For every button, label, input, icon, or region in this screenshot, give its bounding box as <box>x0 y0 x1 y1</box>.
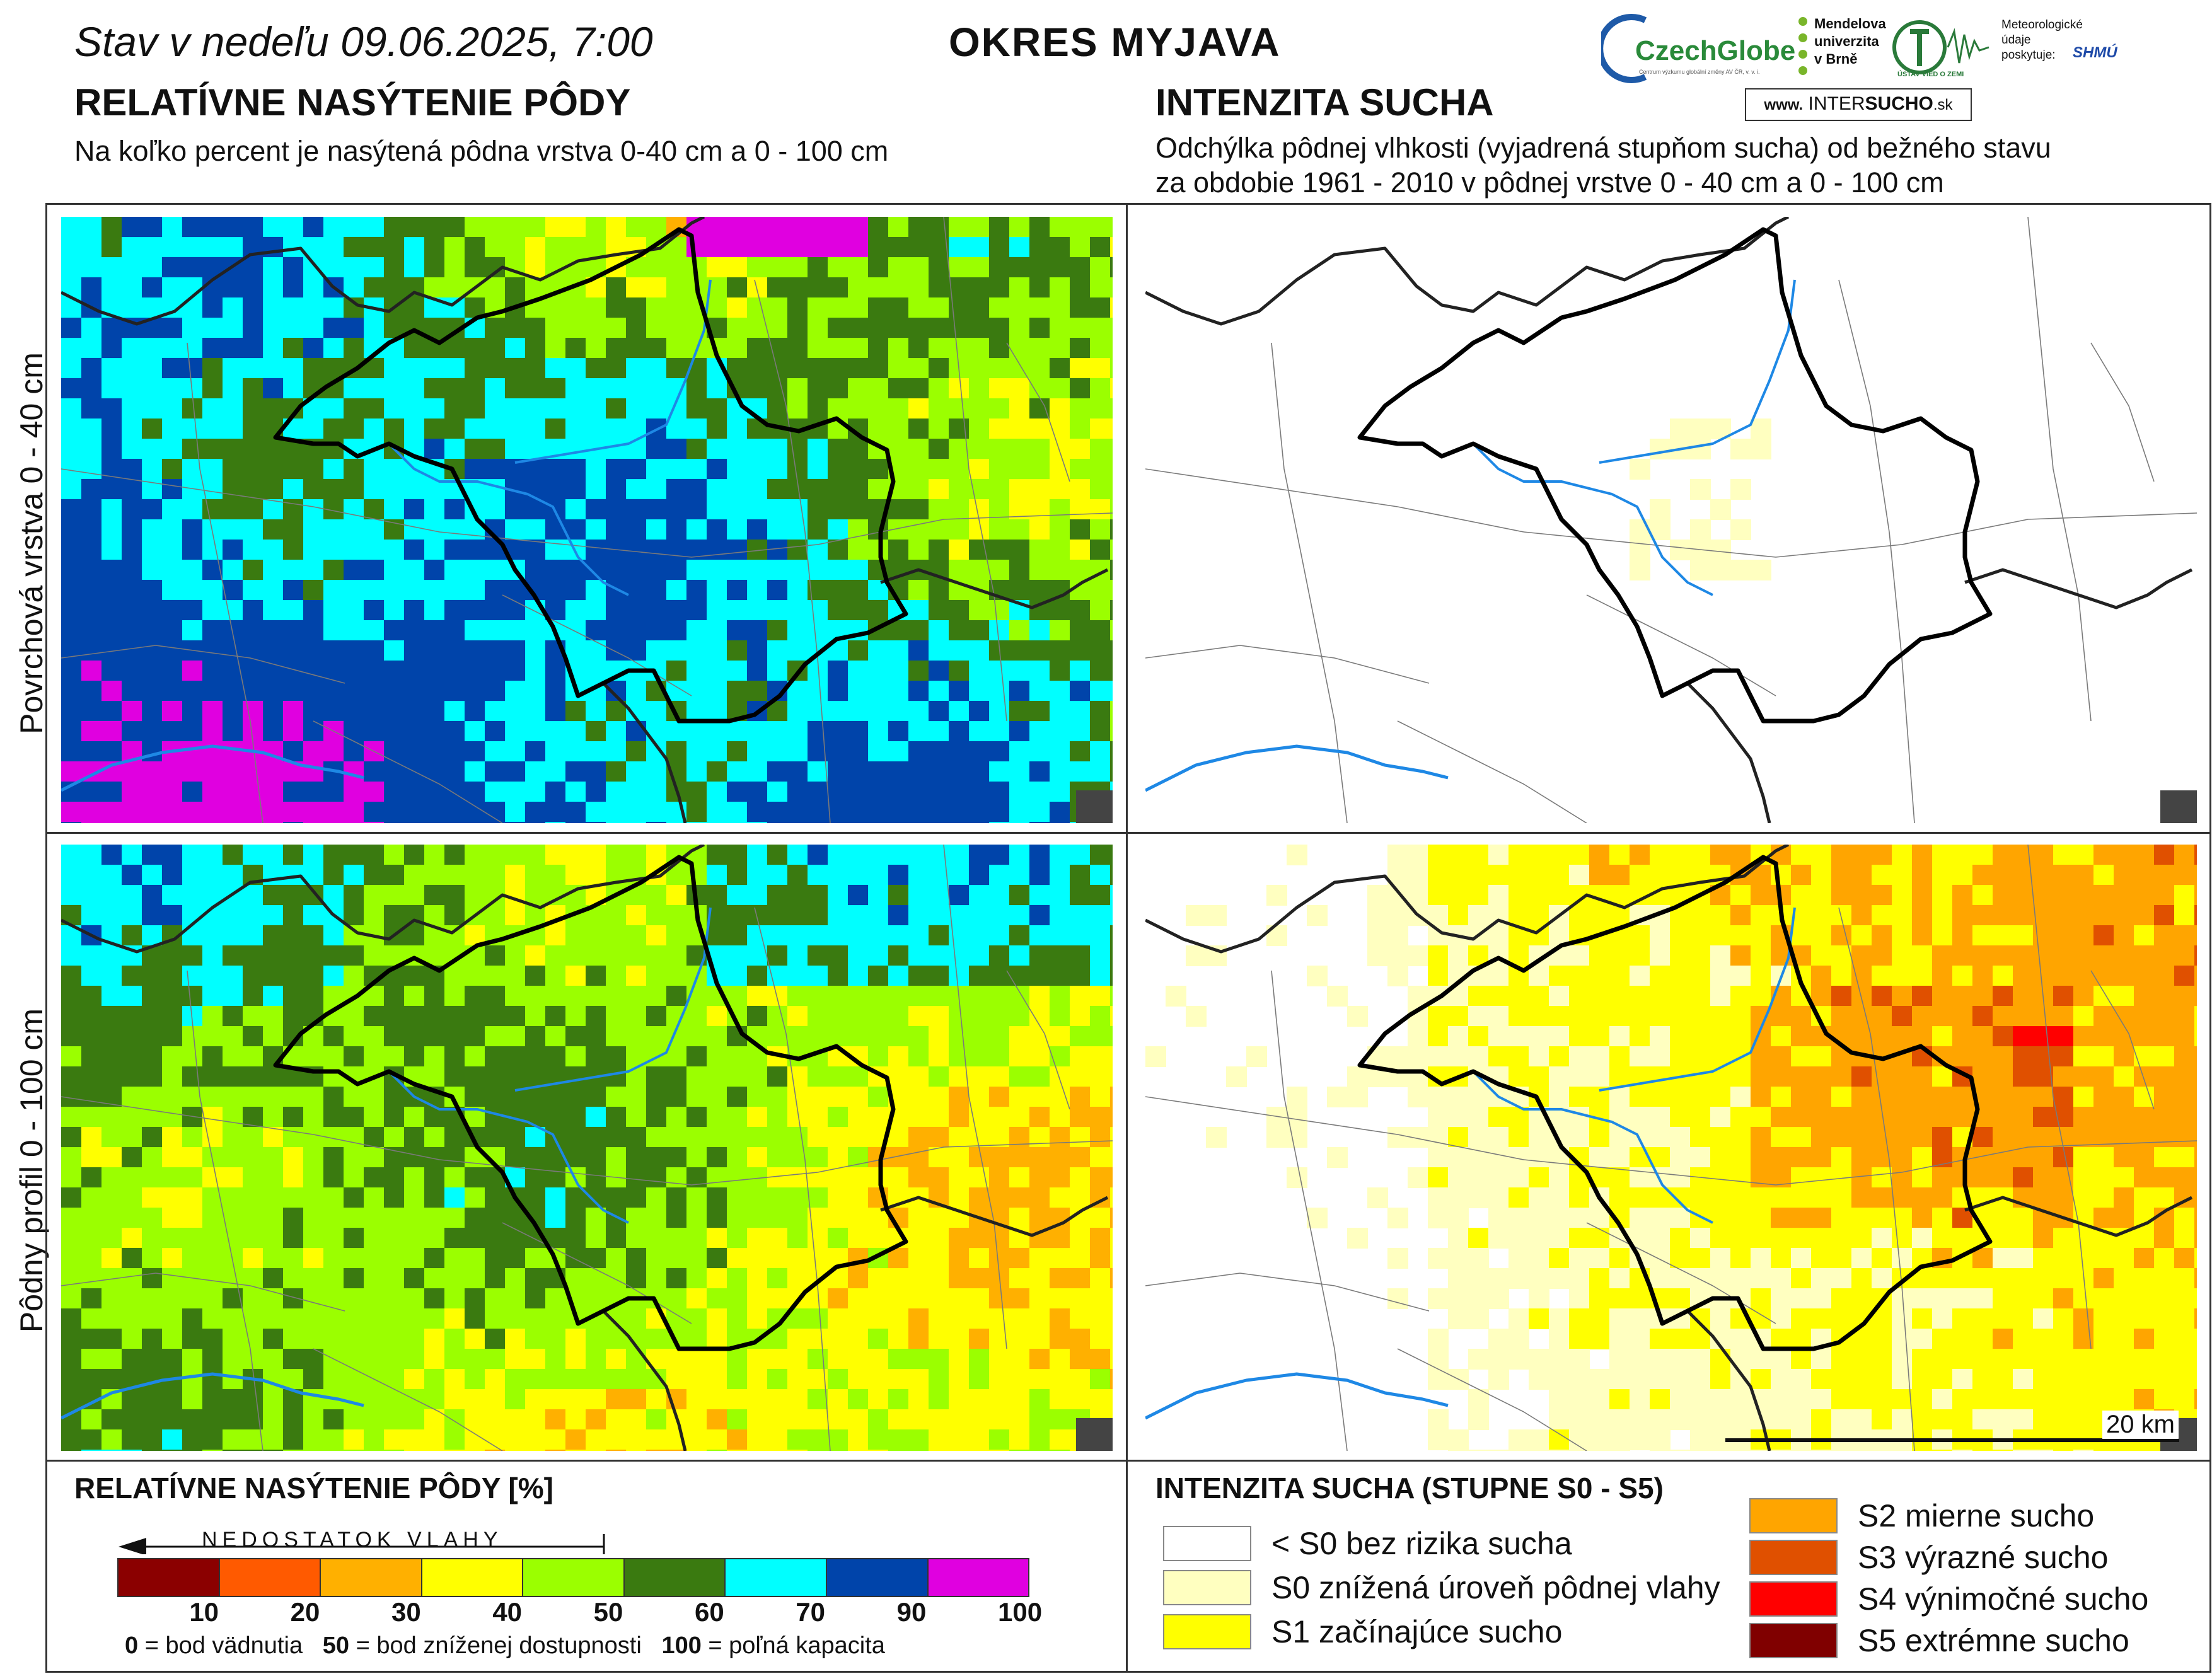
drought-legend-item: S4 výnimočné sucho <box>1749 1581 2148 1617</box>
legend-swatch <box>1749 1623 1838 1658</box>
saturation-tick-label: 90 <box>896 1597 927 1627</box>
legend-swatch <box>1749 1540 1838 1575</box>
legend-label: S0 znížená úroveň pôdnej vlahy <box>1271 1570 1720 1605</box>
mendel-logo: Mendelova univerzita v Brně <box>1814 16 1886 67</box>
row-label-topsoil: Povrchová vrstva 0 - 40 cm <box>14 352 49 734</box>
czechglobe-arc-icon <box>1601 14 1647 83</box>
saturation-tick-label: 30 <box>391 1597 421 1627</box>
meteo-provider-text: Meteorologické údaje poskytuje: <box>2001 18 2083 62</box>
legend-label: S3 výrazné sucho <box>1858 1540 2109 1575</box>
partner-logos: CzechGlobe Centrum výzkumu globální změn… <box>1601 9 2143 121</box>
legend-label: S2 mierne sucho <box>1858 1498 2095 1533</box>
saturation-subtitle: Na koľko percent je nasýtená pôdna vrstv… <box>74 135 889 167</box>
header-date: Stav v nedeľu 09.06.2025, 7:00 <box>74 18 653 65</box>
saturation-swatch <box>826 1559 929 1596</box>
legend-label: S1 začínajúce sucho <box>1271 1614 1563 1649</box>
mendel-dots-icon <box>1798 17 1807 75</box>
saturation-swatch <box>726 1559 827 1596</box>
saturation-tick-label: 60 <box>695 1597 724 1627</box>
legend-swatch <box>1749 1498 1838 1533</box>
saturation-swatch <box>321 1559 422 1596</box>
map-saturation-profile <box>61 845 1113 1451</box>
legend-swatch <box>1163 1614 1251 1649</box>
legend-swatch <box>1163 1526 1251 1561</box>
saturation-tick-label: 50 <box>593 1597 623 1627</box>
czechglobe-logo: CzechGlobe <box>1635 35 1796 66</box>
row-label-profile: Pôdny profil 0 - 100 cm <box>14 1008 49 1333</box>
drought-subtitle-2: za obdobie 1961 - 2010 v pôdnej vrstve 0… <box>1155 166 1944 199</box>
saturation-swatch <box>928 1559 1029 1596</box>
drought-legend-item: < S0 bez rizika sucha <box>1163 1525 1572 1562</box>
drought-legend-left: < S0 bez rizika sucha S0 znížená úroveň p… <box>1163 1525 1762 1664</box>
legend-label: < S0 bez rizika sucha <box>1271 1526 1572 1561</box>
legend-label: S4 výnimočné sucho <box>1858 1581 2149 1617</box>
legend-swatch <box>1749 1581 1838 1617</box>
drought-legend-item: S0 znížená úroveň pôdnej vlahy <box>1163 1569 1720 1606</box>
scale-bar-label: 20 km <box>2102 1411 2179 1439</box>
drought-title: INTENZITA SUCHA <box>1155 81 1494 124</box>
saturation-tick-label: 40 <box>492 1597 523 1627</box>
map-drought-profile <box>1145 845 2197 1451</box>
legend-label: S5 extrémne sucho <box>1858 1623 2129 1658</box>
arrow-label: NEDOSTATOK VLAHY <box>202 1528 503 1552</box>
map-saturation-topsoil <box>61 217 1113 823</box>
saturation-color-bar <box>117 1558 1029 1597</box>
map-drought-topsoil <box>1145 217 2197 823</box>
czechglobe-subtitle: Centrum výzkumu globální změny AV ČR, v.… <box>1639 69 1760 75</box>
drought-legend-right: S2 mierne sucho S3 výrazné sucho S4 výnimo… <box>1749 1498 2191 1668</box>
map-grid: 20 km <box>45 203 2211 1673</box>
saturation-swatch <box>422 1559 524 1596</box>
drought-legend-item: S2 mierne sucho <box>1749 1498 2094 1534</box>
saturation-swatch <box>119 1559 220 1596</box>
saturation-swatch <box>219 1559 321 1596</box>
shmu-logo: SHMÚ <box>2073 44 2117 61</box>
saturation-tick-label: 100 <box>998 1597 1043 1627</box>
saturation-swatch <box>624 1559 726 1596</box>
saturation-tick-label: 70 <box>796 1597 826 1627</box>
ustav-logo: ÚSTAV VIED O ZEMI <box>1897 71 1964 78</box>
saturation-ticks: 10 20 30 40 50 60 70 90 100 <box>117 1595 1042 1627</box>
arrow-left-icon <box>119 1534 605 1554</box>
drought-legend-title: INTENZITA SUCHA (STUPNE S0 - S5) <box>1155 1472 1664 1504</box>
saturation-swatch <box>523 1559 625 1596</box>
saturation-notes: 0 = bod vädnutia 50 = bod zníženej dostu… <box>125 1632 885 1659</box>
saturation-legend-title: RELATÍVNE NASÝTENIE PÔDY [%] <box>74 1472 553 1504</box>
ustav-seismograph-icon <box>1892 20 1989 74</box>
saturation-tick-label: 10 <box>189 1597 219 1627</box>
intersucho-logo: www. INTERSUCHO.sk <box>1745 88 1972 121</box>
scale-bar <box>1725 1438 2179 1442</box>
district-title: OKRES MYJAVA <box>949 20 1281 65</box>
drought-legend-item: S3 výrazné sucho <box>1749 1539 2108 1576</box>
saturation-title: RELATÍVNE NASÝTENIE PÔDY <box>74 81 631 124</box>
drought-legend-item: S1 začínajúce sucho <box>1163 1613 1562 1650</box>
legend-swatch <box>1163 1570 1251 1605</box>
drought-subtitle-1: Odchýlka pôdnej vlhkosti (vyjadrená stup… <box>1155 132 2051 164</box>
saturation-tick-label: 20 <box>290 1597 320 1627</box>
drought-legend-item: S5 extrémne sucho <box>1749 1622 2129 1659</box>
